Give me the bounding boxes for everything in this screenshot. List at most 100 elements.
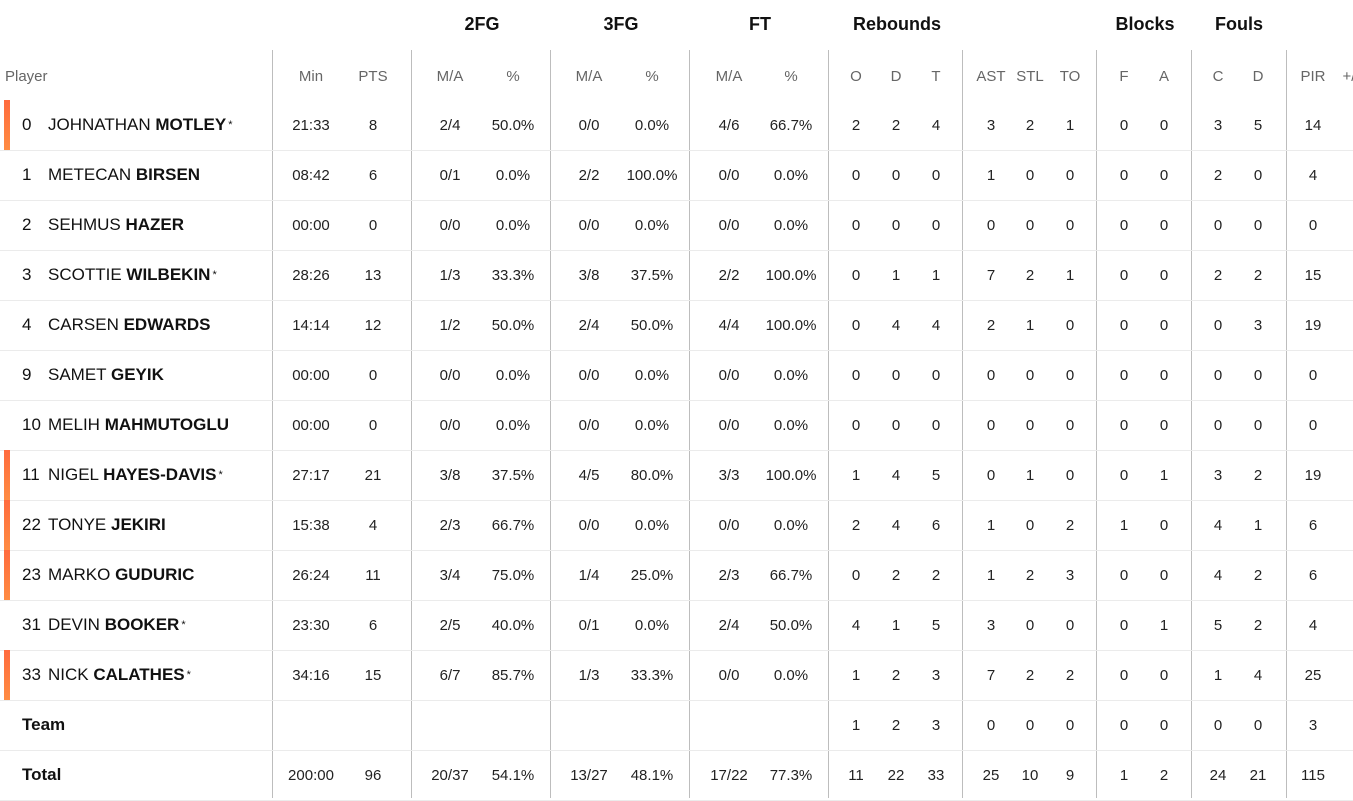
column-header[interactable]: M/A (436, 67, 464, 85)
player-stat: 0 (368, 366, 378, 384)
player-stat: 0 (851, 566, 861, 584)
player-stat: 0/0 (718, 216, 740, 234)
column-header[interactable]: PIR (1300, 67, 1326, 85)
column-header[interactable]: AST (976, 67, 1006, 85)
player-stat: 0/0 (718, 516, 740, 534)
player-stat: 0 (1253, 216, 1263, 234)
player-stat: 0.0% (495, 366, 531, 384)
player-stat: 0 (891, 416, 901, 434)
player-stat: 3 (986, 116, 996, 134)
starter-marker: * (181, 619, 186, 631)
column-header[interactable]: STL (1016, 67, 1044, 85)
column-header[interactable]: M/A (575, 67, 603, 85)
player-stat: 0 (1213, 366, 1223, 384)
player-name-link[interactable]: NICK CALATHES * (48, 650, 191, 700)
column-header[interactable]: PTS (358, 67, 388, 85)
player-stat: 0/0 (718, 366, 740, 384)
player-stat: 4 (891, 316, 901, 334)
player-name-link[interactable]: JOHNATHAN MOTLEY * (48, 100, 232, 150)
player-stat: 0 (1308, 366, 1318, 384)
player-stat: 27:17 (292, 466, 330, 484)
player-name-link[interactable]: NIGEL HAYES-DAVIS * (48, 450, 223, 500)
row-separator (0, 650, 1353, 651)
player-name-link[interactable]: SCOTTIE WILBEKIN * (48, 250, 217, 300)
column-header[interactable]: % (645, 67, 659, 85)
player-name-link[interactable]: METECAN BIRSEN (48, 150, 200, 200)
player-stat: 2 (891, 116, 901, 134)
column-header[interactable]: % (784, 67, 798, 85)
player-stat: 3 (931, 666, 941, 684)
on-court-indicator (4, 550, 10, 600)
column-header[interactable]: % (506, 67, 520, 85)
player-stat: 50.0% (630, 316, 674, 334)
total-row-stat: 13/27 (570, 766, 608, 784)
player-stat: 0.0% (495, 166, 531, 184)
column-header[interactable]: Min (298, 67, 324, 85)
player-stat: 100.0% (765, 466, 817, 484)
player-name-link[interactable]: SEHMUS HAZER (48, 200, 184, 250)
player-stat: 28:26 (292, 266, 330, 284)
player-name-link[interactable]: MARKO GUDURIC (48, 550, 194, 600)
player-stat: 2 (1025, 666, 1035, 684)
player-stat: 00:00 (292, 416, 330, 434)
player-stat: 15 (1304, 266, 1322, 284)
on-court-indicator (4, 500, 10, 550)
column-header[interactable]: +/ (1342, 67, 1353, 85)
player-stat: 40.0% (491, 616, 535, 634)
player-stat: 5 (1253, 116, 1263, 134)
player-stat: 1/3 (578, 666, 600, 684)
column-header-player[interactable]: Player (5, 67, 48, 85)
player-stat: 2/5 (439, 616, 461, 634)
column-header[interactable]: D (1252, 67, 1264, 85)
player-stat: 14:14 (292, 316, 330, 334)
player-stat: 0 (1065, 616, 1075, 634)
player-stat: 2/2 (578, 166, 600, 184)
player-name-link[interactable]: TONYE JEKIRI (48, 500, 166, 550)
player-stat: 0.0% (634, 516, 670, 534)
player-name-link[interactable]: DEVIN BOOKER * (48, 600, 186, 650)
player-stat: 0 (1119, 666, 1129, 684)
player-stat: 2 (1253, 466, 1263, 484)
player-stat: 21:33 (292, 116, 330, 134)
player-stat: 0/0 (578, 366, 600, 384)
column-header[interactable]: A (1158, 67, 1169, 85)
player-stat: 2 (891, 666, 901, 684)
player-stat: 0 (1213, 416, 1223, 434)
player-stat: 25 (1304, 666, 1322, 684)
player-stat: 4 (1213, 516, 1223, 534)
player-stat: 2/2 (718, 266, 740, 284)
player-stat: 3 (986, 616, 996, 634)
player-stat: 4 (1308, 166, 1318, 184)
group-header-blocks: Blocks (1115, 13, 1175, 34)
player-stat: 2 (1253, 266, 1263, 284)
player-name-link[interactable]: CARSEN EDWARDS (48, 300, 210, 350)
player-stat: 0 (1065, 416, 1075, 434)
row-separator (0, 350, 1353, 351)
player-name-link[interactable]: SAMET GEYIK (48, 350, 164, 400)
column-header[interactable]: T (931, 67, 941, 85)
column-divider (689, 50, 690, 798)
team-row-stat: 3 (1308, 716, 1318, 734)
player-stat: 0 (931, 416, 941, 434)
team-row-stat: 0 (1253, 716, 1263, 734)
column-header[interactable]: C (1212, 67, 1224, 85)
column-header[interactable]: F (1119, 67, 1129, 85)
column-divider (411, 50, 412, 798)
starter-marker: * (212, 269, 217, 281)
row-separator (0, 250, 1353, 251)
player-stat: 0.0% (773, 166, 809, 184)
player-stat: 3 (1253, 316, 1263, 334)
player-number: 3 (22, 265, 32, 284)
player-name-link[interactable]: MELIH MAHMUTOGLU (48, 400, 229, 450)
column-header[interactable]: D (890, 67, 902, 85)
column-header[interactable]: M/A (715, 67, 743, 85)
group-header-fouls: Fouls (1215, 13, 1263, 34)
player-stat: 0/0 (578, 416, 600, 434)
player-stat: 1 (1159, 466, 1169, 484)
column-header[interactable]: TO (1059, 67, 1081, 85)
player-stat: 0/0 (578, 216, 600, 234)
group-header-3fg: 3FG (603, 13, 639, 34)
column-header[interactable]: O (850, 67, 862, 85)
player-first-name: MARKO (48, 565, 116, 584)
total-row-stat: 115 (1301, 766, 1325, 784)
